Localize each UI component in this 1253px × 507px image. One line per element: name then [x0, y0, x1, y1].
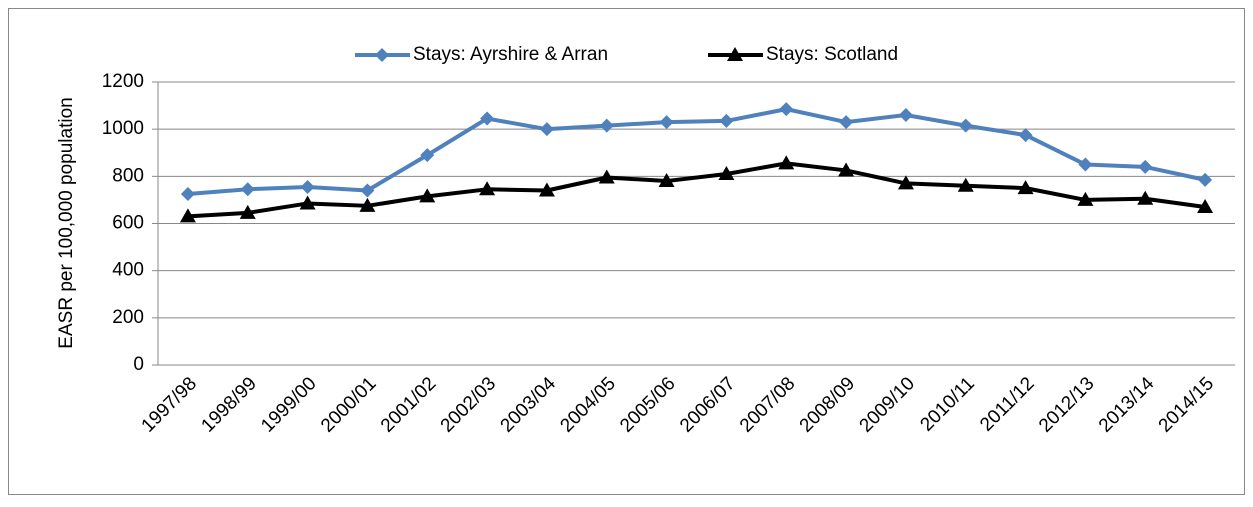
- data-point: [419, 188, 436, 203]
- data-point: [1018, 128, 1033, 143]
- data-point: [479, 181, 496, 196]
- data-point: [718, 165, 735, 180]
- data-point: [300, 179, 315, 194]
- data-point: [839, 115, 854, 130]
- data-point: [779, 102, 794, 117]
- legend-label: Stays: Scotland: [766, 44, 898, 65]
- legend-marker: [375, 48, 389, 62]
- data-point: [299, 195, 316, 210]
- data-point: [1198, 172, 1213, 187]
- y-tick-label: 600: [112, 213, 144, 234]
- y-tick-label: 400: [112, 260, 144, 281]
- data-point: [1138, 159, 1153, 174]
- data-point: [360, 183, 375, 198]
- data-point: [838, 162, 855, 177]
- data-point: [538, 182, 555, 197]
- data-point: [420, 148, 435, 163]
- legend-label: Stays: Ayrshire & Arran: [413, 44, 608, 65]
- legend-marker: [727, 47, 743, 61]
- y-axis-label: EASR per 100,000 population: [56, 97, 77, 348]
- data-point: [359, 197, 376, 212]
- data-point: [658, 173, 675, 188]
- data-point: [240, 182, 255, 197]
- y-tick-label: 800: [112, 165, 144, 186]
- data-point: [598, 169, 615, 184]
- data-point: [180, 187, 195, 202]
- data-point: [179, 208, 196, 223]
- data-point: [239, 204, 256, 219]
- data-point: [719, 113, 734, 128]
- y-tick-label: 200: [112, 307, 144, 328]
- data-point: [599, 118, 614, 133]
- data-point: [898, 108, 913, 123]
- chart-border: [8, 8, 1245, 495]
- data-point: [659, 115, 674, 130]
- y-tick-label: 1000: [102, 118, 144, 139]
- data-point: [1078, 157, 1093, 172]
- series-line: [187, 107, 1206, 197]
- data-point: [958, 118, 973, 133]
- series-line: [187, 161, 1206, 219]
- data-point: [1137, 190, 1154, 205]
- data-point: [1197, 198, 1214, 213]
- y-tick-label: 1200: [102, 71, 144, 92]
- y-tick-label: 0: [133, 354, 144, 375]
- data-point: [480, 111, 495, 126]
- data-point: [897, 175, 914, 190]
- data-point: [957, 177, 974, 192]
- data-point: [1017, 180, 1034, 195]
- data-point: [539, 122, 554, 137]
- data-point: [778, 155, 795, 170]
- data-point: [1077, 191, 1094, 206]
